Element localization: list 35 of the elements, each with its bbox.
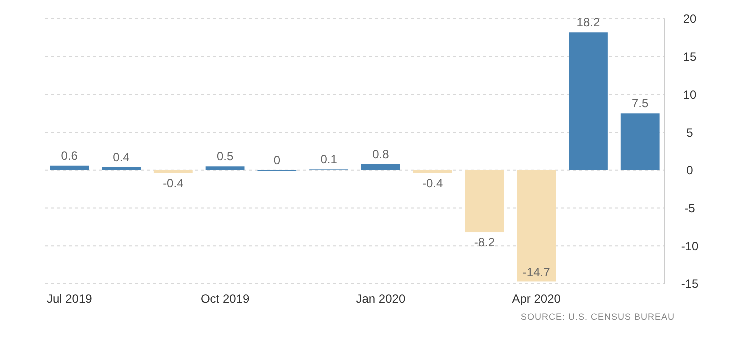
y-tick-label: 15 — [683, 50, 697, 64]
data-label: -0.4 — [422, 176, 444, 190]
bar — [413, 170, 452, 174]
x-tick-label: Apr 2020 — [512, 292, 562, 306]
data-label: 7.5 — [632, 96, 650, 111]
x-tick-label: Jan 2020 — [356, 292, 406, 306]
bar — [465, 170, 504, 233]
bar — [102, 167, 141, 170]
bar — [206, 166, 245, 170]
data-label: 0.6 — [61, 148, 78, 163]
bar — [569, 32, 608, 170]
bar — [620, 114, 660, 170]
y-tick-label: 5 — [686, 126, 694, 140]
x-tick-label: Jul 2019 — [46, 292, 93, 306]
source-note: SOURCE: U.S. CENSUS BUREAU — [520, 312, 675, 322]
data-label: 0 — [274, 153, 281, 168]
y-tick-label: 0 — [686, 164, 694, 178]
y-tick-label: -10 — [681, 239, 699, 254]
bar — [50, 166, 90, 170]
x-tick-label: Oct 2019 — [200, 292, 250, 306]
data-label: -14.7 — [522, 266, 551, 280]
y-tick-label: -5 — [684, 201, 696, 216]
y-tick-label: -15 — [681, 277, 699, 292]
bar — [361, 164, 400, 170]
data-label: 0.5 — [216, 150, 234, 164]
data-label: -0.4 — [163, 176, 184, 190]
data-label: 0.4 — [113, 150, 130, 164]
y-tick-label: 20 — [683, 12, 697, 26]
data-label: 0.8 — [372, 147, 390, 162]
bar — [154, 170, 193, 174]
y-tick-label: 10 — [683, 88, 697, 102]
data-label: 18.2 — [576, 16, 600, 30]
data-label: -8.2 — [474, 236, 496, 250]
data-label: 0.1 — [320, 152, 338, 167]
bar — [517, 170, 556, 282]
